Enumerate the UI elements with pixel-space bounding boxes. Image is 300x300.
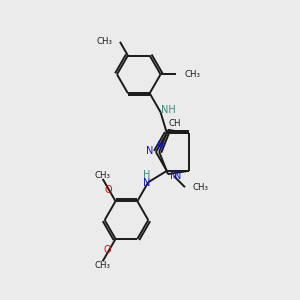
Text: N: N bbox=[174, 171, 182, 181]
Text: N: N bbox=[157, 141, 164, 151]
Text: N: N bbox=[142, 178, 150, 188]
Text: CH₃: CH₃ bbox=[95, 171, 111, 180]
Text: N: N bbox=[146, 146, 154, 156]
Text: NH: NH bbox=[161, 105, 176, 115]
Text: H: H bbox=[142, 170, 150, 180]
Text: CH₃: CH₃ bbox=[193, 183, 209, 192]
Text: CH₃: CH₃ bbox=[95, 261, 111, 270]
Text: O: O bbox=[104, 245, 111, 255]
Text: CH₃: CH₃ bbox=[96, 37, 112, 46]
Text: N: N bbox=[170, 171, 178, 181]
Text: CH₃: CH₃ bbox=[184, 70, 200, 79]
Text: O: O bbox=[105, 185, 112, 195]
Text: CH: CH bbox=[169, 119, 181, 128]
